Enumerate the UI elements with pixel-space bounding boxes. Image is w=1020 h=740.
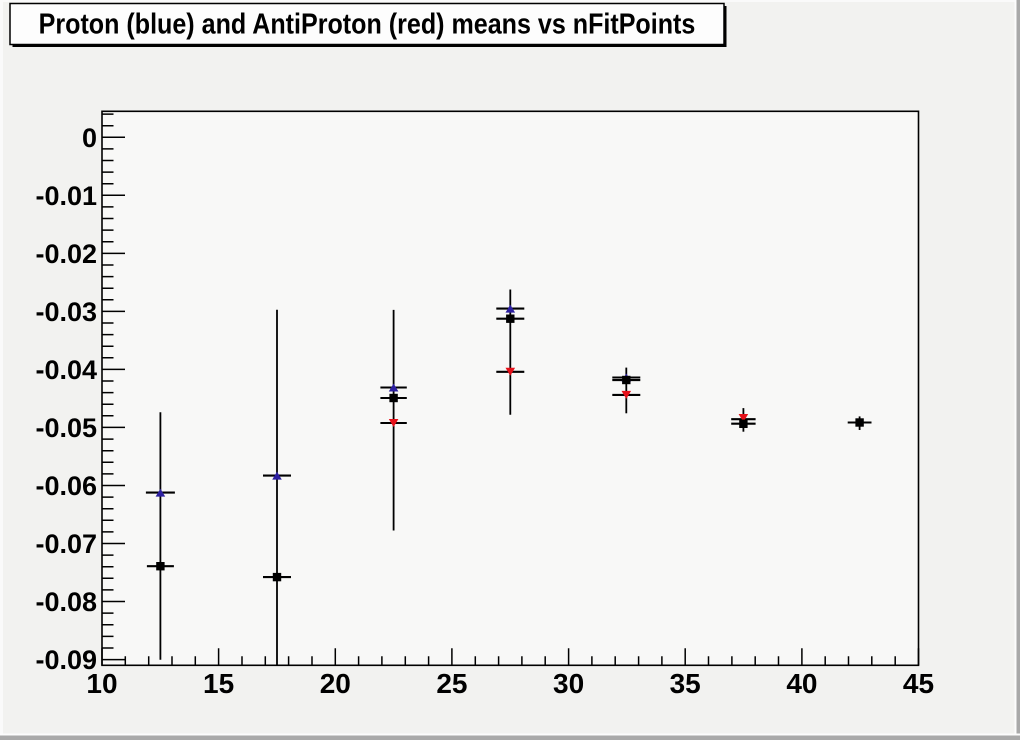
svg-text:40: 40 — [786, 668, 817, 699]
svg-text:-0.07: -0.07 — [35, 529, 97, 559]
svg-text:-0.08: -0.08 — [35, 587, 97, 617]
svg-text:15: 15 — [203, 668, 234, 699]
svg-text:10: 10 — [86, 668, 117, 699]
svg-text:-0.04: -0.04 — [35, 355, 97, 385]
svg-text:-0.05: -0.05 — [35, 413, 97, 443]
svg-text:-0.01: -0.01 — [35, 181, 97, 211]
svg-text:0: 0 — [82, 123, 97, 153]
svg-text:45: 45 — [903, 668, 934, 699]
svg-text:30: 30 — [553, 668, 584, 699]
svg-text:35: 35 — [670, 668, 701, 699]
svg-text:25: 25 — [436, 668, 467, 699]
svg-text:-0.09: -0.09 — [35, 645, 97, 675]
svg-text:-0.06: -0.06 — [35, 471, 97, 501]
svg-text:20: 20 — [320, 668, 351, 699]
svg-text:Proton (blue) and AntiProton (: Proton (blue) and AntiProton (red) means… — [39, 8, 696, 40]
svg-text:-0.03: -0.03 — [35, 297, 97, 327]
svg-text:-0.02: -0.02 — [35, 239, 97, 269]
